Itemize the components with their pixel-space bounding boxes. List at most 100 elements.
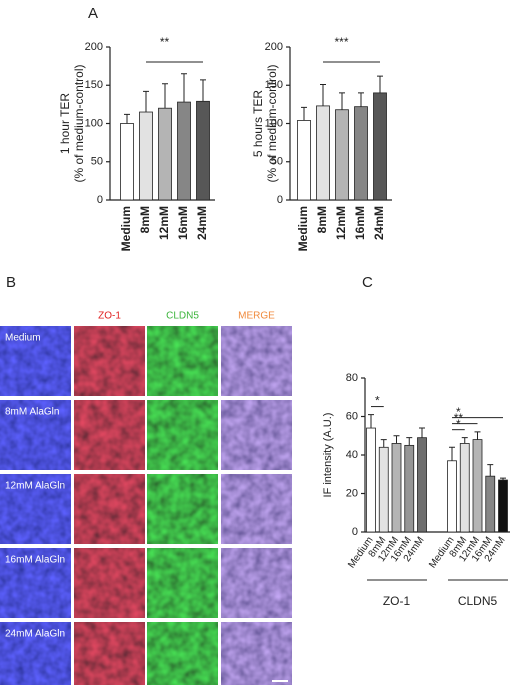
bar <box>404 444 415 533</box>
y-tick-label: 50 <box>91 156 103 168</box>
x-tick-label: 24mM <box>195 206 209 240</box>
y-axis-label: (% of medium-control) <box>265 64 279 182</box>
y-tick-label: 0 <box>97 194 103 206</box>
error-bar <box>419 427 425 438</box>
error-bar <box>200 79 206 102</box>
micrograph <box>0 400 71 470</box>
micrograph <box>74 548 145 618</box>
y-tick-label: 40 <box>346 449 358 461</box>
error-bar <box>380 439 387 448</box>
y-tick-label: 20 <box>346 487 358 499</box>
bar <box>459 443 470 533</box>
bar <box>120 123 134 201</box>
micrograph <box>221 622 292 685</box>
row-label: 12mM AlaGln <box>5 481 65 492</box>
x-tick-label: Medium <box>296 206 310 251</box>
micrograph <box>221 400 292 470</box>
micrograph <box>221 548 292 618</box>
micrograph <box>147 400 218 470</box>
bar <box>417 437 427 533</box>
micrograph <box>74 400 145 470</box>
y-tick-label: 150 <box>85 79 103 91</box>
error-bar <box>487 464 494 477</box>
error-bar <box>377 75 383 93</box>
error-bar <box>406 437 413 446</box>
error-bar <box>143 90 149 113</box>
error-bar <box>301 106 307 121</box>
bar <box>472 439 483 533</box>
error-bar <box>500 477 506 481</box>
row-label: 16mM AlaGln <box>5 555 65 566</box>
y-axis-label: (% of medium-control) <box>72 64 86 182</box>
micrograph <box>0 548 71 618</box>
bar <box>177 101 191 201</box>
y-tick-label: 100 <box>265 117 283 129</box>
micrograph <box>0 474 71 544</box>
micrograph <box>74 474 145 544</box>
bar <box>316 105 330 201</box>
x-tick-label: 8mM <box>315 206 329 233</box>
micrograph <box>221 326 292 396</box>
bar <box>297 120 311 201</box>
group-label: ZO-1 <box>383 594 411 608</box>
bar <box>373 92 387 201</box>
y-tick-label: 150 <box>265 79 283 91</box>
micrograph <box>0 622 71 685</box>
row-label: 8mM AlaGln <box>5 407 59 418</box>
error-bar <box>320 83 326 106</box>
y-tick-label: 60 <box>346 410 358 422</box>
bar <box>139 111 153 201</box>
y-axis-label: 1 hour TER <box>58 93 72 154</box>
panel-label: C <box>362 274 373 291</box>
bar <box>335 109 349 201</box>
error-bar <box>368 414 374 429</box>
panel-label: B <box>6 274 16 291</box>
bar <box>354 106 368 201</box>
significance-label: * <box>375 394 380 408</box>
significance-label: *** <box>334 35 348 49</box>
error-bar <box>162 83 168 109</box>
error-bar <box>181 73 187 103</box>
x-tick-label: 16mM <box>353 206 367 240</box>
y-tick-label: 200 <box>85 41 103 53</box>
error-bar <box>124 113 130 124</box>
column-header: ZO-1 <box>98 311 121 322</box>
significance-label: ** <box>160 35 170 49</box>
error-bar <box>339 92 345 110</box>
micrograph <box>147 326 218 396</box>
x-tick-label: 8mM <box>138 206 152 233</box>
bar <box>366 427 376 533</box>
micrograph <box>74 326 145 396</box>
bar <box>447 460 457 533</box>
y-tick-label: 200 <box>265 41 283 53</box>
y-tick-label: 80 <box>346 372 358 384</box>
x-tick-label: 16mM <box>176 206 190 240</box>
bar <box>158 107 172 201</box>
micrograph <box>0 326 71 396</box>
micrograph <box>147 548 218 618</box>
micrograph <box>221 474 292 544</box>
y-axis-label: 5 hours TER <box>251 90 265 157</box>
significance-label: * <box>456 405 461 419</box>
bar <box>485 475 496 533</box>
y-tick-label: 50 <box>271 156 283 168</box>
micrograph <box>147 474 218 544</box>
error-bar <box>393 435 400 444</box>
x-tick-label: 12mM <box>157 206 171 240</box>
error-bar <box>461 437 468 444</box>
micrograph <box>74 622 145 685</box>
row-label: Medium <box>5 333 41 344</box>
row-label: 24mM AlaGln <box>5 629 65 640</box>
x-tick-label: 12mM <box>334 206 348 240</box>
y-tick-label: 0 <box>352 526 358 538</box>
y-axis-label: IF intensity (A.U.) <box>322 413 334 498</box>
error-bar <box>474 431 481 440</box>
y-tick-label: 100 <box>85 117 103 129</box>
bar <box>391 443 402 533</box>
group-label: CLDN5 <box>458 594 498 608</box>
bar <box>498 479 508 533</box>
x-tick-label: 24mM <box>372 206 386 240</box>
micrograph <box>147 622 218 685</box>
column-header: CLDN5 <box>166 311 199 322</box>
